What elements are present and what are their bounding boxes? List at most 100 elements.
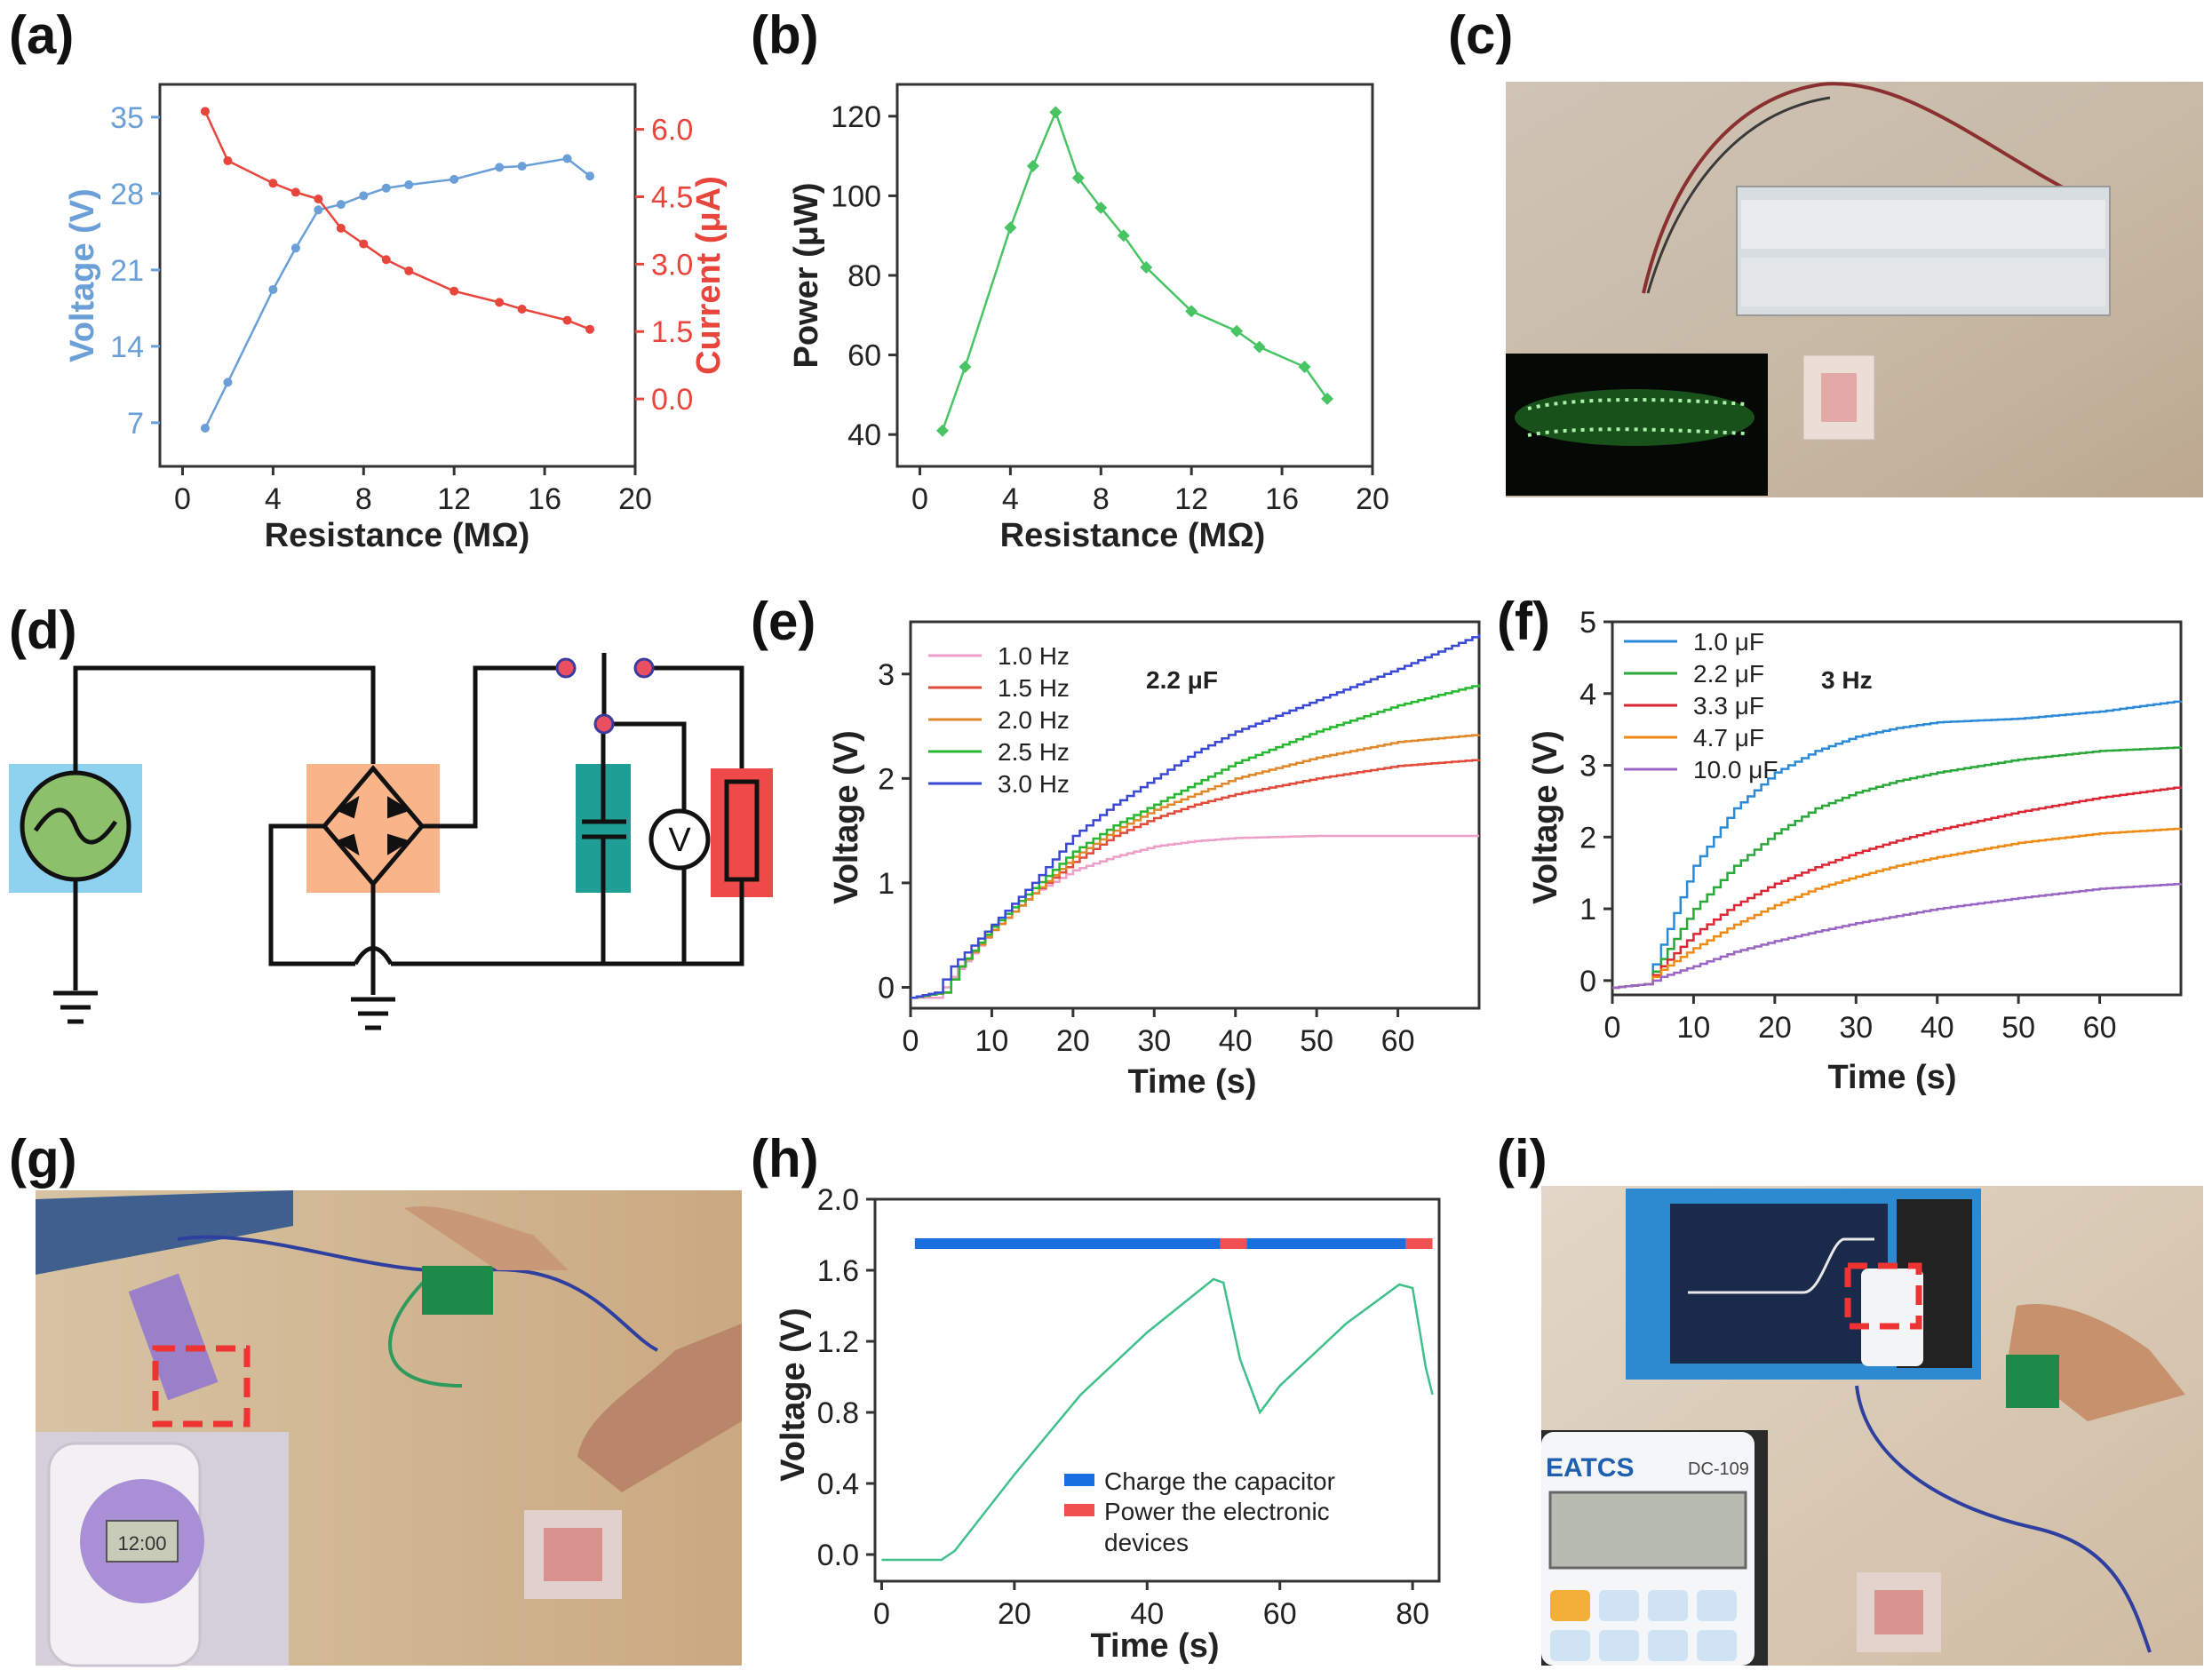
chart-b-point-power (1004, 221, 1017, 235)
ground-left (53, 990, 98, 1024)
chart-a-point-current (290, 187, 300, 197)
chart-b-ytick-label: 120 (831, 100, 881, 134)
chart-b-xtick-label: 4 (1002, 482, 1019, 516)
calculator-display (1548, 1491, 1747, 1570)
photo-g-laptop (36, 1190, 293, 1275)
chart-e-xlabel: Time (s) (1127, 1063, 1256, 1101)
chart-f-xtick-label: 50 (2001, 1011, 2035, 1045)
photo-g-hand-right (577, 1324, 742, 1492)
chart-a-point-current (381, 255, 391, 265)
ground-middle (351, 997, 395, 1030)
chart-a-point-current (223, 156, 233, 165)
chart-f-xtick-label: 20 (1758, 1011, 1792, 1045)
chart-a-xtick-label: 4 (265, 482, 282, 516)
chart-a-point-current (450, 286, 459, 296)
chart-b-ytick-label: 80 (847, 259, 881, 293)
photo-c-wire-black (1646, 96, 1831, 294)
chart-a-y2tick-label: 1.5 (651, 315, 693, 349)
chart-h-xtick-label: 60 (1263, 1597, 1297, 1631)
label-d: (d) (9, 600, 77, 660)
photo-i-circuit-board (2006, 1355, 2059, 1408)
chart-e-ytick-label: 3 (878, 658, 895, 692)
chart-a-point-current (404, 266, 414, 275)
chart-a-point-voltage (359, 191, 369, 201)
highlight-box-watch (152, 1345, 251, 1427)
chart-e-ytick-label: 0 (878, 971, 895, 1005)
chart-f-series-line (1612, 827, 2183, 990)
chart-b-point-power (1230, 324, 1244, 338)
chart-e-series-line (911, 734, 1481, 999)
chart-b-xtick-label: 0 (911, 482, 928, 516)
calculator-key-4 (1697, 1590, 1737, 1621)
chart-a-xtick-label: 0 (174, 482, 191, 516)
legend-power-label: Power the electronic (1104, 1498, 1330, 1525)
chart-f-legend-label: 4.7 μF (1693, 724, 1764, 752)
wire-top-right (644, 665, 744, 773)
chart-a-xtick-label: 16 (528, 482, 561, 516)
chart-b-point-power (1321, 392, 1334, 405)
chart-b-point-power (1049, 106, 1062, 119)
label-i: (i) (1497, 1129, 1548, 1189)
label-a: (a) (9, 5, 74, 65)
sensor-patch-g-core (544, 1528, 602, 1581)
chart-h-frame (873, 1197, 1441, 1583)
chart-f-ylabel: Voltage (V) (1527, 730, 1564, 904)
chart-f-legend-label: 1.0 μF (1693, 628, 1764, 656)
chart-f-ytick-label: 4 (1579, 678, 1596, 712)
chart-f: 0 10 20 30 40 50 60 0 1 2 3 4 5 1.0 μF 2.2 μF 3.3 μF 4.… (1527, 606, 2183, 1096)
chart-e-legend-label: 1.5 Hz (998, 674, 1070, 702)
chart-a-ytick-label: 21 (110, 254, 144, 288)
circuit-diagram: V (9, 653, 773, 1030)
led-glow-row-top (1527, 398, 1747, 410)
chart-e-legend-label: 3.0 Hz (998, 770, 1070, 798)
chart-a-frame (158, 83, 637, 468)
chart-a-y2tick-label: 0.0 (651, 383, 693, 417)
calculator-key-8 (1697, 1630, 1737, 1661)
chart-f-xtick-label: 30 (1839, 1011, 1873, 1045)
chart-f-series-line (1612, 883, 2183, 990)
label-b: (b) (751, 5, 819, 65)
watch-inset-time: 12:00 (117, 1532, 166, 1555)
switch-node-left (555, 657, 577, 679)
chart-h-ytick-label: 1.2 (817, 1325, 859, 1359)
chart-b-point-power (935, 424, 949, 437)
ac-source-wave (33, 807, 118, 845)
chart-e-xtick-label: 20 (1056, 1024, 1090, 1058)
legend-charge-swatch (1064, 1474, 1094, 1486)
chart-f-ytick-label: 5 (1579, 606, 1596, 640)
chart-h-ytick-label: 1.6 (817, 1254, 859, 1288)
label-c: (c) (1448, 5, 1513, 65)
chart-f-frame (1611, 620, 2183, 997)
chart-f-annotation: 3 Hz (1821, 666, 1873, 694)
legend-power-label-line2: devices (1104, 1529, 1189, 1556)
chart-e-xtick-label: 60 (1381, 1024, 1415, 1058)
label-h: (h) (751, 1129, 819, 1189)
chart-e-annotation: 2.2 μF (1146, 666, 1218, 694)
led-glow-row-bottom (1527, 427, 1747, 437)
photo-c-led-array (1506, 82, 2203, 497)
chart-a-point-voltage (404, 180, 414, 190)
switch-node-right (633, 657, 655, 679)
chart-a-point-voltage (517, 162, 527, 171)
calculator-key-ce (1550, 1590, 1590, 1621)
chart-f-xtick-label: 10 (1677, 1011, 1711, 1045)
photo-g-wire-2 (388, 1277, 463, 1388)
chart-a-point-current (562, 315, 572, 325)
voltmeter (648, 808, 711, 871)
calculator-brand: EATCS (1546, 1453, 1634, 1483)
chart-a-point-voltage (585, 171, 595, 181)
chart-b-ylabel: Power (μW) (788, 182, 825, 368)
chart-e: 0 10 20 30 40 50 60 0 1 2 3 1.0 Hz 1.5 Hz 2.0 Hz 2.5 … (828, 620, 1481, 1101)
highlight-box-calculator (1844, 1262, 1922, 1330)
chart-a-point-voltage (290, 243, 300, 253)
chart-f-ytick-label: 1 (1579, 893, 1596, 926)
legend-charge-label: Charge the capacitor (1104, 1467, 1335, 1495)
photo-g-circuit-board (422, 1266, 493, 1315)
oscilloscope-trace (1688, 1237, 1874, 1294)
led-row-bottom (1741, 258, 2105, 306)
chart-a-point-voltage (450, 174, 459, 184)
chart-b-point-power (1094, 201, 1108, 214)
calculator-key-6 (1599, 1630, 1639, 1661)
chart-e-xtick-label: 10 (975, 1024, 1009, 1058)
